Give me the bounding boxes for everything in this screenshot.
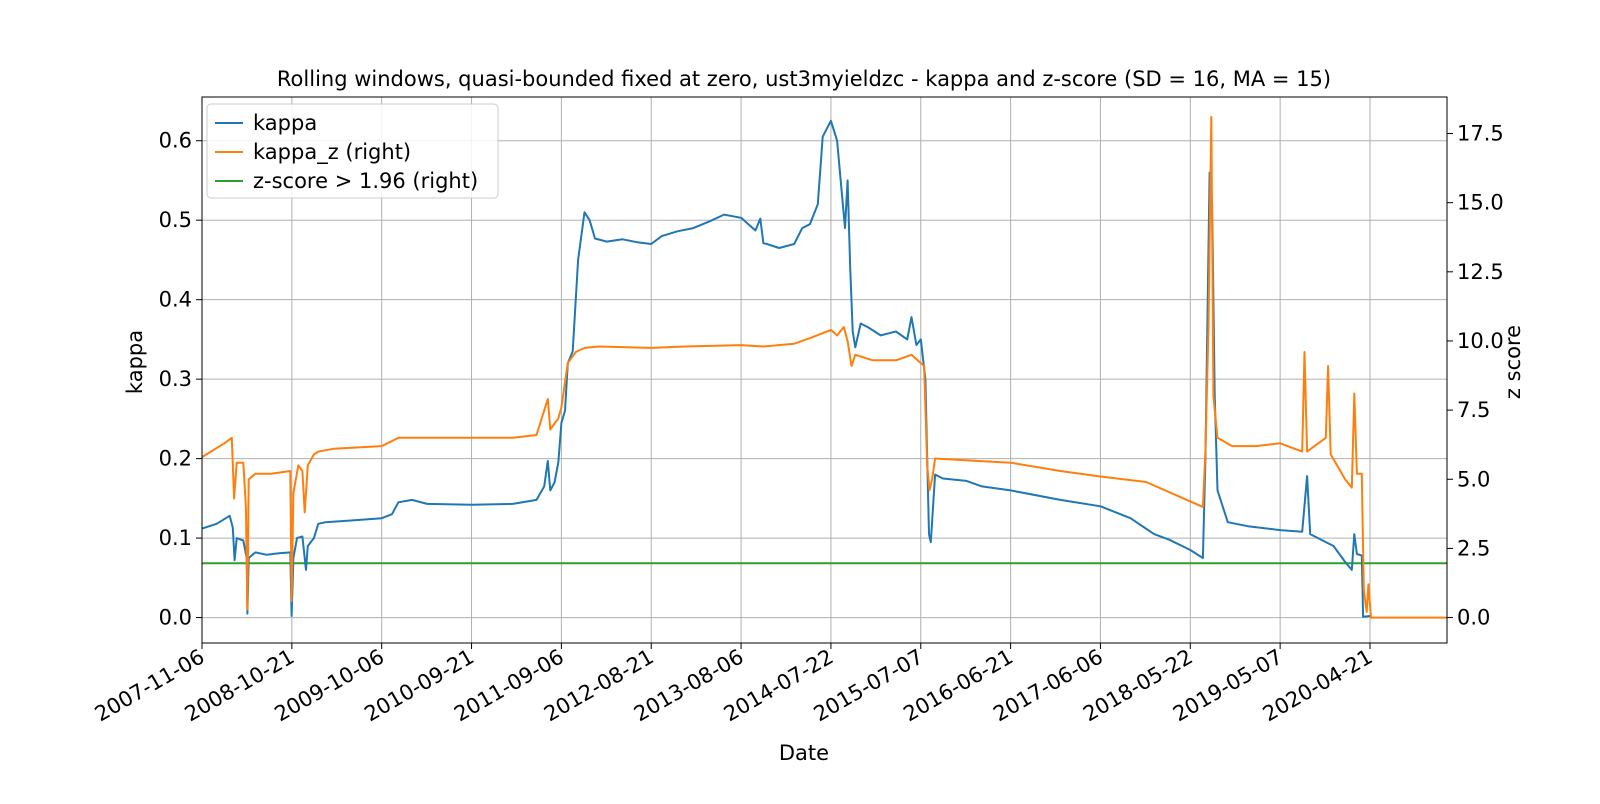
series-layer bbox=[201, 115, 1447, 619]
y-tick-label-right: 12.5 bbox=[1457, 260, 1504, 284]
y-tick-label-left: 0.1 bbox=[159, 526, 192, 550]
legend-box bbox=[206, 103, 499, 199]
y-tick-label-left: 0.2 bbox=[159, 447, 192, 471]
series-line-kappa bbox=[201, 119, 1371, 618]
x-axis-label: Date bbox=[779, 741, 829, 765]
y-tick-label-right: 2.5 bbox=[1457, 536, 1490, 560]
y-axis-label-left: kappa bbox=[123, 330, 147, 394]
y-tick-label-right: 17.5 bbox=[1457, 122, 1504, 146]
legend-label-z-threshold: z-score > 1.96 (right) bbox=[253, 169, 478, 193]
y-tick-label-left: 0.3 bbox=[159, 367, 192, 391]
y-tick-label-right: 5.0 bbox=[1457, 467, 1490, 491]
y-tick-label-left: 0.0 bbox=[159, 606, 192, 630]
y-tick-label-right: 15.0 bbox=[1457, 191, 1504, 215]
legend: kappa kappa_z (right) z-score > 1.96 (ri… bbox=[206, 103, 499, 199]
y-tick-label-right: 10.0 bbox=[1457, 329, 1504, 353]
y-tick-label-left: 0.6 bbox=[159, 129, 192, 153]
y-axis-label-right: z score bbox=[1501, 325, 1525, 399]
series-line-kappa-z bbox=[201, 115, 1447, 619]
chart-title: Rolling windows, quasi-bounded fixed at … bbox=[277, 67, 1331, 91]
grid-layer bbox=[201, 97, 1447, 643]
y-tick-label-right: 7.5 bbox=[1457, 398, 1490, 422]
legend-label-kappa-z: kappa_z (right) bbox=[253, 140, 411, 165]
legend-label-kappa: kappa bbox=[253, 111, 317, 135]
ticks-layer: 2007-11-062008-10-212009-10-062010-09-21… bbox=[91, 122, 1504, 727]
plot-frame bbox=[201, 96, 1448, 644]
y-tick-label-left: 0.4 bbox=[159, 288, 192, 312]
y-tick-label-right: 0.0 bbox=[1457, 606, 1490, 630]
y-tick-label-left: 0.5 bbox=[159, 208, 192, 232]
